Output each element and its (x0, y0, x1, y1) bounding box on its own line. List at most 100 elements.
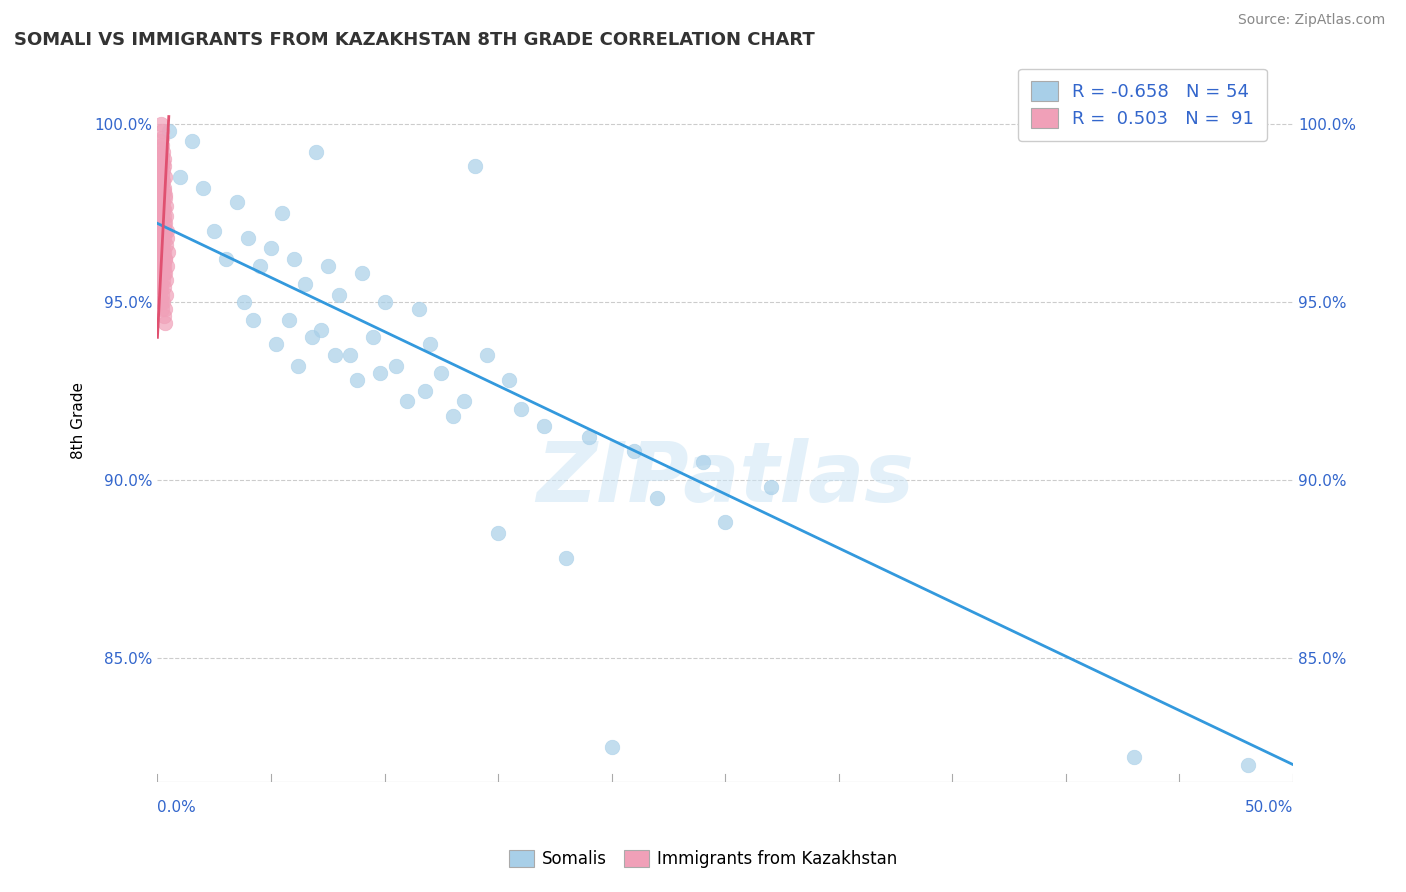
Point (408, 301, 430, 316)
Point (283, 252, 305, 266)
Point (153, 230, 176, 244)
Point (149, 244, 172, 259)
Point (153, 301, 176, 316)
Point (152, 145, 174, 160)
Point (305, 145, 328, 160)
Point (152, 273, 174, 287)
Point (149, 209, 172, 223)
Point (316, 259, 339, 273)
Point (150, 294, 173, 309)
Point (150, 266, 173, 280)
Point (152, 181, 174, 195)
Point (226, 194, 249, 209)
Point (152, 301, 174, 316)
Point (150, 167, 173, 181)
Point (533, 419, 555, 434)
Point (155, 287, 177, 301)
Point (150, 252, 173, 266)
Point (150, 160, 173, 174)
Point (287, 359, 309, 373)
Point (623, 444, 645, 458)
Point (191, 181, 214, 195)
Point (150, 216, 173, 230)
Point (368, 366, 391, 380)
Point (153, 252, 176, 266)
Point (150, 209, 173, 223)
Point (155, 230, 177, 244)
Point (157, 124, 180, 138)
Point (149, 153, 172, 167)
Point (498, 373, 520, 387)
Point (152, 216, 174, 230)
Point (692, 455, 714, 469)
Y-axis label: 8th Grade: 8th Grade (72, 383, 86, 459)
Point (152, 244, 174, 259)
Point (150, 142, 173, 156)
Point (149, 181, 172, 195)
Point (509, 401, 531, 416)
Point (759, 480, 782, 494)
Point (152, 259, 174, 273)
Point (148, 237, 170, 252)
Point (153, 160, 176, 174)
Point (150, 124, 173, 138)
Point (714, 516, 737, 530)
Point (149, 244, 172, 259)
Point (153, 191, 176, 205)
Point (149, 135, 172, 149)
Point (150, 187, 173, 202)
Point (152, 309, 174, 323)
Point (152, 153, 174, 167)
Point (149, 163, 172, 178)
Point (153, 266, 176, 280)
Point (152, 174, 174, 188)
Point (155, 273, 177, 287)
Point (346, 373, 368, 387)
Point (150, 170, 173, 185)
Point (441, 409, 464, 423)
Point (323, 348, 346, 362)
Point (152, 259, 174, 273)
Point (150, 149, 173, 163)
Point (153, 170, 176, 185)
Point (149, 230, 172, 244)
Point (309, 323, 332, 337)
Point (156, 244, 179, 259)
Point (150, 252, 173, 266)
Point (374, 294, 396, 309)
Point (152, 202, 174, 216)
Point (152, 138, 174, 153)
Point (578, 430, 600, 444)
Point (232, 294, 254, 309)
Text: SOMALI VS IMMIGRANTS FROM KAZAKHSTAN 8TH GRADE CORRELATION CHART: SOMALI VS IMMIGRANTS FROM KAZAKHSTAN 8TH… (14, 31, 815, 49)
Point (149, 117, 172, 131)
Point (150, 237, 173, 252)
Point (271, 205, 294, 219)
Point (155, 252, 177, 266)
Point (301, 330, 323, 344)
Point (148, 194, 170, 209)
Point (150, 287, 173, 301)
Point (150, 131, 173, 145)
Point (350, 266, 373, 280)
Point (152, 223, 174, 237)
Legend: Somalis, Immigrants from Kazakhstan: Somalis, Immigrants from Kazakhstan (502, 843, 904, 875)
Point (600, 739, 623, 754)
Point (149, 187, 172, 202)
Point (264, 337, 287, 351)
Point (328, 287, 350, 301)
Point (148, 230, 170, 244)
Point (1123, 750, 1146, 764)
Point (152, 194, 174, 209)
Point (148, 266, 170, 280)
Point (152, 178, 174, 192)
Point (214, 252, 236, 266)
Point (153, 202, 176, 216)
Point (155, 316, 177, 330)
Point (155, 216, 177, 230)
Point (149, 202, 172, 216)
Point (385, 359, 408, 373)
Point (169, 170, 191, 185)
Point (464, 160, 486, 174)
Point (475, 348, 498, 362)
